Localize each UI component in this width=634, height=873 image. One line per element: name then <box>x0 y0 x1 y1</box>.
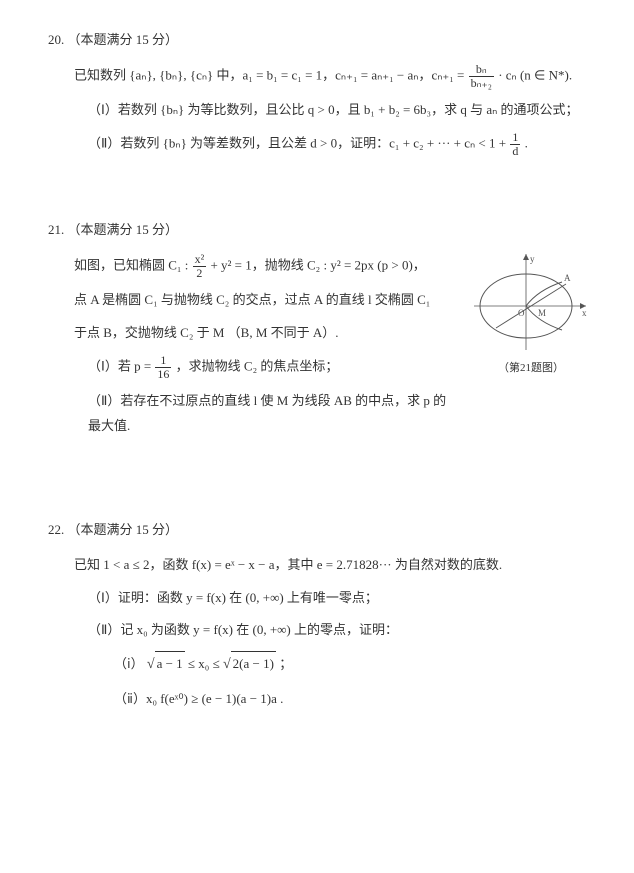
origin-label: O <box>518 308 525 318</box>
points-label: （本题满分 15 分） <box>68 32 179 47</box>
part-2: （Ⅱ）若存在不过原点的直线 l 使 M 为线段 AB 的中点，求 p 的最大值. <box>74 389 456 438</box>
question-number: 20. <box>48 28 64 53</box>
stem-line: 点 A 是椭圆 C₁ 与抛物线 C₂ 的交点，过点 A 的直线 l 交椭圆 C₁ <box>74 288 456 313</box>
problem-header: 22. （本题满分 15 分） <box>48 518 586 543</box>
fraction: 1 d <box>510 131 520 158</box>
fraction: 1 16 <box>155 354 171 381</box>
stem-line: 于点 B，交抛物线 C₂ 于 M （B, M 不同于 A）. <box>74 321 456 346</box>
subpart-1: （ⅰ） a − 1 ≤ x₀ ≤ 2(a − 1) ； <box>74 651 586 679</box>
figure-caption: （第21题图） <box>466 358 596 379</box>
sqrt-expr: 2(a − 1) <box>223 651 276 679</box>
axis-x-label: x <box>582 308 587 318</box>
part-1: （Ⅰ）若数列 {bₙ} 为等比数列，且公比 q > 0，且 b₁ + b₂ = … <box>74 98 586 123</box>
problem-22: 22. （本题满分 15 分） 已知 1 < a ≤ 2，函数 f(x) = e… <box>48 518 586 711</box>
point-a-label: A <box>564 273 571 283</box>
fraction: x² 2 <box>193 253 207 280</box>
part-1: （Ⅰ）证明：函数 y = f(x) 在 (0, +∞) 上有唯一零点； <box>74 586 586 611</box>
part-1: （Ⅰ）若 p = 1 16 ，求抛物线 C₂ 的焦点坐标； <box>74 354 456 381</box>
exam-page: 20. （本题满分 15 分） 已知数列 {aₙ}, {bₙ}, {cₙ} 中，… <box>0 0 634 711</box>
stem-line: 已知数列 {aₙ}, {bₙ}, {cₙ} 中，a₁ = b₁ = c₁ = 1… <box>74 63 586 90</box>
problem-header: 21. （本题满分 15 分） <box>48 218 586 243</box>
points-label: （本题满分 15 分） <box>68 522 179 537</box>
figure-21: y x O A M （第21题图） <box>466 246 596 379</box>
subpart-2: （ⅱ）x₀ f(eˣ⁰) ≥ (e − 1)(a − 1)a . <box>74 687 586 712</box>
ellipse-parabola-diagram: y x O A M <box>466 246 592 356</box>
problem-21: 21. （本题满分 15 分） 如图，已知椭圆 C₁ : x² 2 + y² =… <box>48 218 586 438</box>
part-2: （Ⅱ）记 x₀ 为函数 y = f(x) 在 (0, +∞) 上的零点，证明： <box>74 618 586 643</box>
question-number: 21. <box>48 218 64 243</box>
stem-line: 如图，已知椭圆 C₁ : x² 2 + y² = 1，抛物线 C₂ : y² =… <box>74 253 456 280</box>
problem-header: 20. （本题满分 15 分） <box>48 28 586 53</box>
question-number: 22. <box>48 518 64 543</box>
point-m-label: M <box>538 308 546 318</box>
stem-line: 已知 1 < a ≤ 2，函数 f(x) = eˣ − x − a，其中 e =… <box>74 553 586 578</box>
problem-stem: 已知 1 < a ≤ 2，函数 f(x) = eˣ − x − a，其中 e =… <box>48 553 586 711</box>
points-label: （本题满分 15 分） <box>68 222 179 237</box>
sqrt-expr: a − 1 <box>147 651 185 679</box>
fraction: bₙ bₙ₊₂ <box>469 63 494 90</box>
problem-20: 20. （本题满分 15 分） 已知数列 {aₙ}, {bₙ}, {cₙ} 中，… <box>48 28 586 158</box>
axis-y-label: y <box>530 254 535 264</box>
part-2: （Ⅱ）若数列 {bₙ} 为等差数列，且公差 d > 0，证明：c₁ + c₂ +… <box>74 131 586 158</box>
problem-stem: 已知数列 {aₙ}, {bₙ}, {cₙ} 中，a₁ = b₁ = c₁ = 1… <box>48 63 586 158</box>
